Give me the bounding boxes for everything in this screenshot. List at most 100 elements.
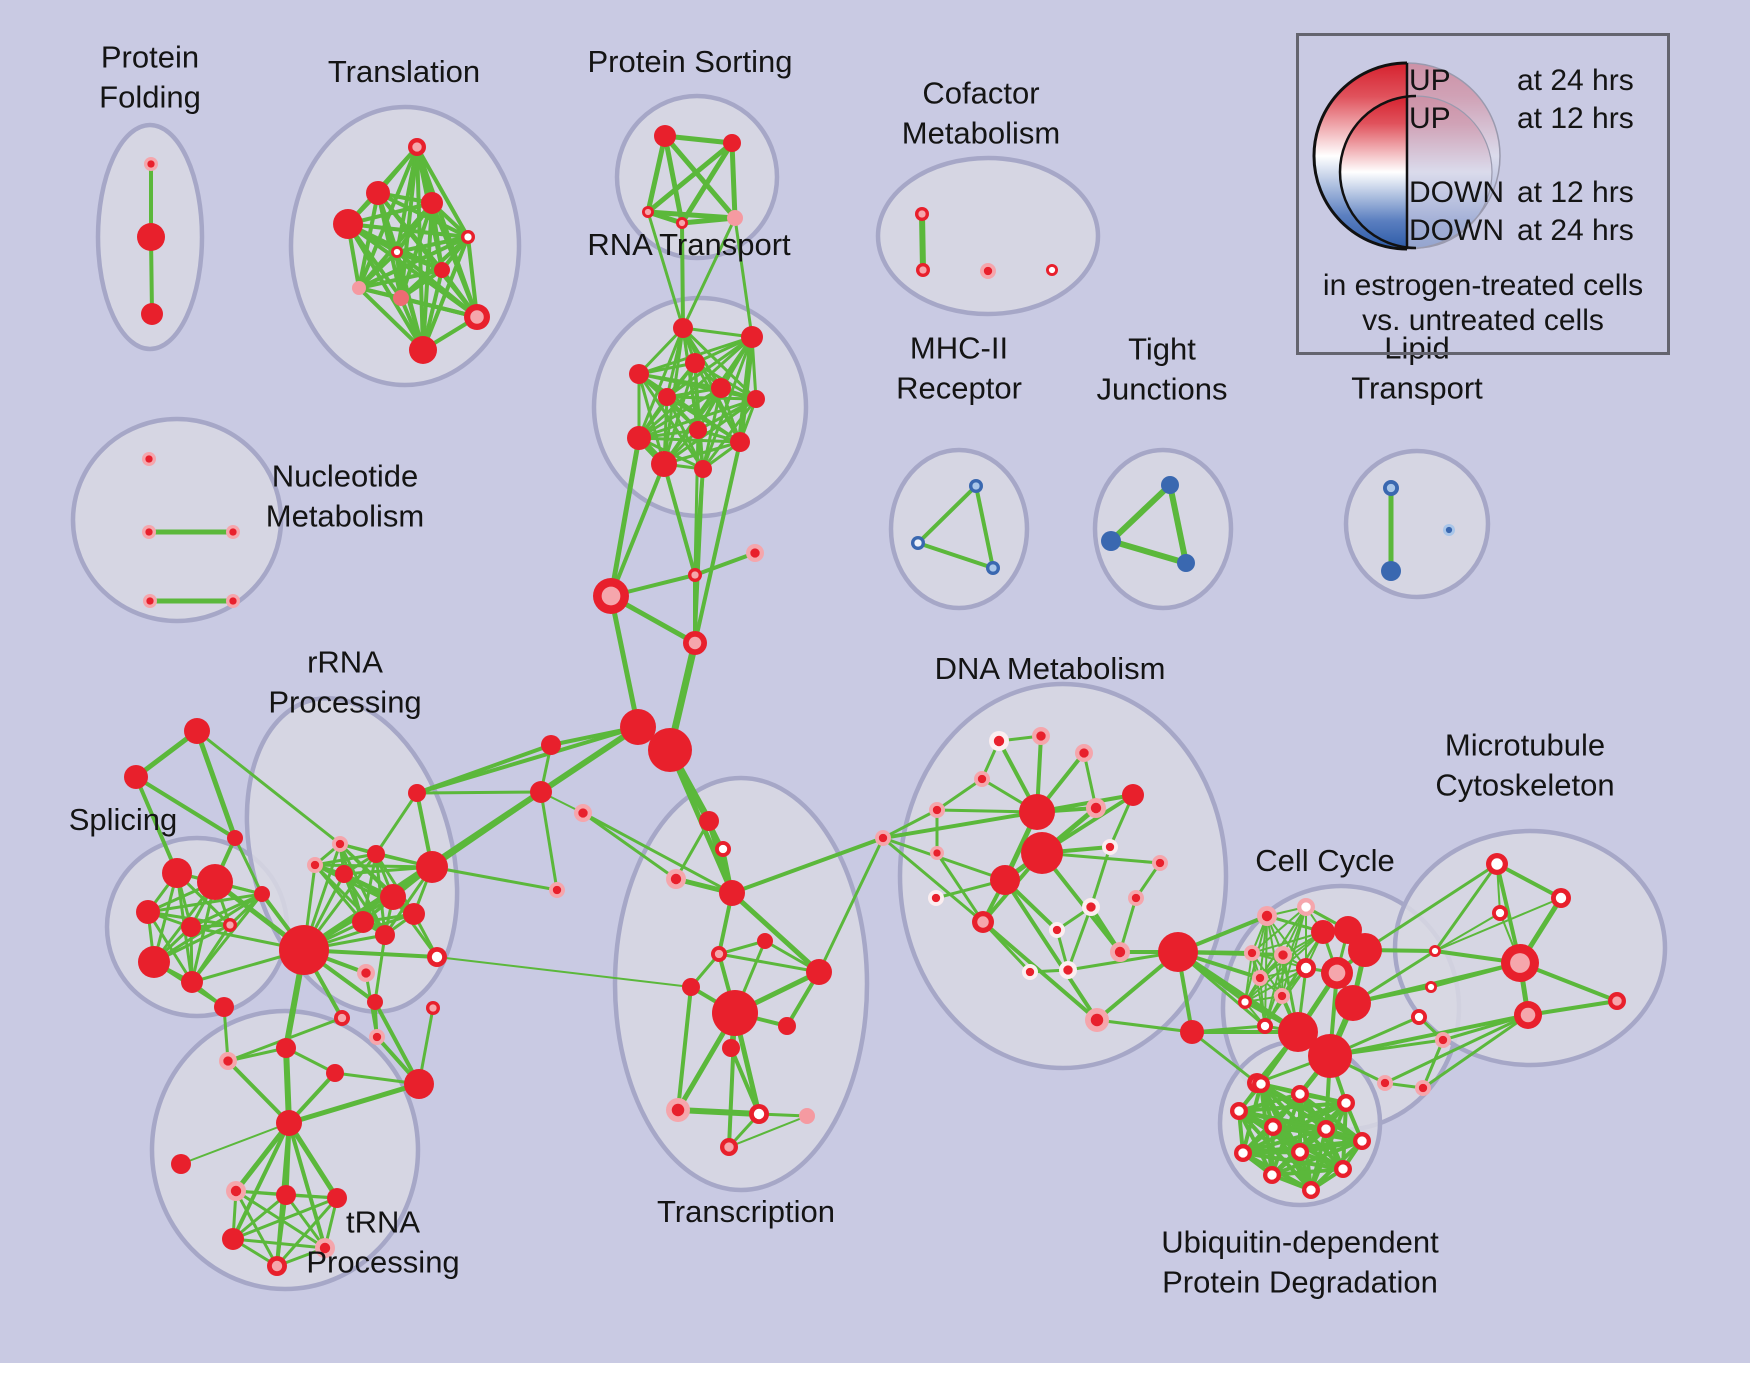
node-x15 [720, 1138, 738, 1156]
node-d3 [1075, 744, 1093, 762]
node-c2 [1297, 898, 1315, 916]
node-s0b [124, 765, 148, 789]
node-tr4 [326, 1064, 344, 1082]
node-m3 [986, 561, 1000, 575]
node-mt4 [1429, 945, 1441, 957]
node-tr2 [219, 1052, 237, 1070]
node-tr10 [327, 1188, 347, 1208]
node-c15a [1278, 1012, 1318, 1052]
node-mt1 [1486, 853, 1508, 875]
node-r7 [747, 390, 765, 408]
node-t8 [352, 281, 366, 295]
node-mt5 [1425, 981, 1437, 993]
node-u9 [1291, 1143, 1309, 1161]
node-t3 [421, 192, 443, 214]
node-t7 [434, 262, 450, 278]
legend-updown-rings-icon [1312, 61, 1501, 251]
node-u2 [1291, 1085, 1309, 1103]
node-c3 [1311, 920, 1335, 944]
node-n4 [143, 594, 157, 608]
node-s8 [254, 886, 270, 902]
node-x12 [666, 1098, 690, 1122]
node-d7 [1021, 832, 1063, 874]
node-r5 [658, 388, 676, 406]
node-l1 [1383, 480, 1399, 496]
node-tr11 [222, 1228, 244, 1250]
node-t11 [409, 336, 437, 364]
node-rr9 [375, 925, 395, 945]
node-tr6 [276, 1110, 302, 1136]
node-hx [549, 882, 565, 898]
node-c8 [1296, 958, 1316, 978]
node-h4 [683, 631, 707, 655]
node-r1 [673, 318, 693, 338]
node-mt7 [1514, 1001, 1542, 1029]
node-x10 [778, 1017, 796, 1035]
node-c12 [1238, 995, 1252, 1009]
node-mt8 [1608, 992, 1626, 1010]
node-x2 [715, 841, 731, 857]
legend-caption: in estrogen-treated cells vs. untreated … [1322, 269, 1644, 338]
node-t5 [461, 230, 475, 244]
node-rr3 [307, 857, 323, 873]
node-c6 [1244, 945, 1260, 961]
node-rr4 [367, 845, 385, 863]
node-rr12 [357, 964, 375, 982]
node-rr8 [352, 911, 374, 933]
node-rr13 [367, 994, 383, 1010]
cluster-ellipse-tight-junctions [1092, 447, 1234, 611]
node-t4 [333, 209, 363, 239]
node-s5 [223, 918, 237, 932]
node-x11 [722, 1039, 740, 1057]
node-mt9 [1411, 1009, 1427, 1025]
node-d15 [928, 890, 944, 906]
node-rr11 [427, 947, 447, 967]
node-h3 [593, 578, 629, 614]
node-rr14 [426, 1001, 440, 1015]
legend-key-down-24: DOWN [1409, 214, 1504, 247]
node-c15b [1308, 1034, 1352, 1078]
node-rr10 [403, 903, 425, 925]
node-rr21 [408, 784, 426, 802]
node-r6 [711, 378, 731, 398]
node-h6 [648, 728, 692, 772]
node-d20 [1022, 964, 1038, 980]
node-mt3 [1492, 905, 1508, 921]
node-t1 [408, 138, 426, 156]
node-rr2 [332, 836, 348, 852]
page-bottom-margin [0, 1363, 1750, 1376]
node-s1 [162, 858, 192, 888]
node-tr12 [315, 1238, 335, 1258]
node-c5 [1348, 933, 1382, 967]
node-l2 [1443, 524, 1455, 536]
node-c10 [1252, 970, 1268, 986]
node-n5 [226, 594, 240, 608]
node-s7 [181, 971, 203, 993]
node-cf4 [1046, 264, 1058, 276]
legend-key-down-12: DOWN [1409, 176, 1504, 209]
node-r3 [685, 353, 705, 373]
node-d6 [1019, 794, 1055, 830]
node-c14 [1335, 985, 1371, 1021]
node-h2 [688, 568, 702, 582]
node-r9 [627, 426, 651, 450]
node-c11 [1274, 988, 1290, 1004]
node-s4 [181, 917, 201, 937]
node-n2 [142, 525, 156, 539]
node-rq [276, 1038, 296, 1058]
node-t9 [393, 290, 409, 306]
node-ps1 [654, 125, 676, 147]
node-d2 [1032, 727, 1050, 745]
node-d24 [1158, 932, 1198, 972]
node-pf2 [137, 223, 165, 251]
node-j1 [1161, 476, 1179, 494]
node-d8 [1086, 798, 1106, 818]
node-d21 [1059, 961, 1077, 979]
node-t10 [464, 304, 490, 330]
node-s2 [197, 864, 233, 900]
node-m1 [969, 479, 983, 493]
node-d14 [990, 865, 1020, 895]
cluster-ellipse-mhc-ii-receptor [888, 447, 1030, 611]
node-t6 [391, 246, 403, 258]
